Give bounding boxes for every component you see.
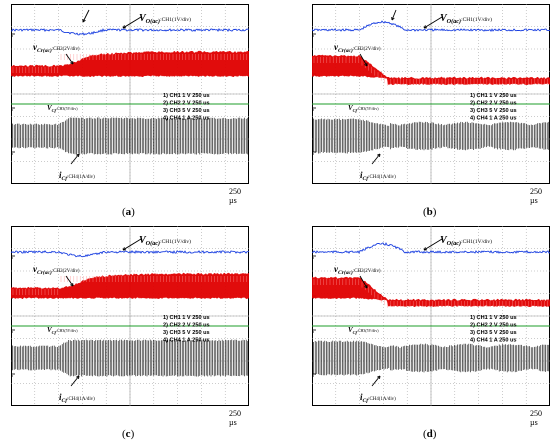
time-scale-label: 250 µs [530, 187, 542, 205]
ch1-label: VO(ac):CH1(1V/div) [139, 13, 191, 25]
time-scale-label: 250 µs [229, 187, 241, 205]
ground-marker-ch1 [312, 255, 316, 259]
ch2-trace [11, 50, 249, 78]
legend-line-3: 3) CH3 5 V 250 us [470, 108, 517, 114]
ground-marker-ch3 [11, 329, 15, 333]
scope-panel-c: 1) CH1 1 V 250 us 2) CH2 2 V 250 us 3) CH3… [11, 226, 249, 440]
ch1-trace [11, 249, 249, 258]
scope-panel-b: 1) CH1 1 V 250 us 2) CH2 2 V 250 us 3) CH3… [312, 4, 550, 218]
ch1-trace [11, 27, 249, 36]
subfigure-label: (d) [423, 428, 437, 440]
legend-line-1: 1) CH1 1 V 250 us [163, 315, 210, 321]
scope-panel-d: 1) CH1 1 V 250 us 2) CH2 2 V 250 us 3) CH3… [312, 226, 550, 440]
legend-line-3: 3) CH3 5 V 250 us [470, 330, 517, 336]
ch2-label: vCr(ac):CH2(2V/div) [33, 42, 80, 54]
legend-line-2: 2) CH2 2 V 250 us [163, 323, 210, 329]
ground-marker-ch3 [11, 107, 15, 111]
scope-panel-a: 1) CH1 1 V 250 us 2) CH2 2 V 250 us 3) CH3… [11, 4, 249, 218]
subfigure-label: (a) [122, 206, 135, 218]
scope-screen-d: 1) CH1 1 V 250 us 2) CH2 2 V 250 us3) CH3… [312, 226, 550, 406]
legend-line-1: 1) CH1 1 V 250 us [163, 93, 210, 99]
ch4-label: iCf:CH4(1A/div) [360, 170, 396, 182]
scope-screen-b: 1) CH1 1 V 250 us 2) CH2 2 V 250 us3) CH3… [312, 4, 550, 184]
ground-marker-ch1 [312, 33, 316, 37]
ch4-label: iCf:CH4(1A/div) [59, 392, 95, 404]
ground-marker-ch3 [312, 329, 316, 333]
ch3-label: VCf:CH3(5V/div) [348, 326, 379, 335]
ground-marker-ch4 [11, 373, 15, 377]
channel-legend: 1) CH1 1 V 250 us 2) CH2 2 V 250 us3) CH3… [470, 315, 517, 344]
ch4-trace [312, 340, 550, 376]
legend-line-2: 2) CH2 2 V 250 us [470, 323, 517, 329]
ch2-label: vCr(ac):CH2(2V/div) [334, 42, 381, 54]
subfigure-label: (c) [122, 428, 135, 440]
ground-marker-ch4 [11, 151, 15, 155]
ch4-label: iCf:CH4(1A/div) [59, 170, 95, 182]
scope-screen-c: 1) CH1 1 V 250 us 2) CH2 2 V 250 us3) CH3… [11, 226, 249, 406]
ground-marker-ch1 [11, 255, 15, 259]
legend-line-2: 2) CH2 2 V 250 us [163, 101, 210, 107]
legend-line-4: 4) CH4 1 A 250 us [163, 338, 210, 344]
legend-line-4: 4) CH4 1 A 250 us [163, 116, 210, 122]
legend-line-4: 4) CH4 1 A 250 us [470, 338, 517, 344]
time-scale-label: 250 µs [229, 409, 241, 427]
ch2-label: vCr(ac):CH2(2V/div) [334, 264, 381, 276]
annotation-arrows [65, 238, 142, 387]
ch1-trace [312, 20, 550, 32]
ch4-trace [312, 118, 550, 154]
ground-marker-ch4 [312, 151, 316, 155]
legend-line-1: 1) CH1 1 V 250 us [470, 315, 517, 321]
scope-screen-a: 1) CH1 1 V 250 us 2) CH2 2 V 250 us3) CH3… [11, 4, 249, 184]
ch4-trace [11, 117, 249, 155]
legend-line-2: 2) CH2 2 V 250 us [470, 101, 517, 107]
subfigure-label: (b) [423, 206, 437, 218]
ground-marker-ch1 [11, 33, 15, 37]
legend-line-1: 1) CH1 1 V 250 us [470, 93, 517, 99]
ch1-label: VO(ac):CH1(1V/div) [139, 235, 191, 247]
time-scale-label: 250 µs [530, 409, 542, 427]
ground-marker-ch4 [312, 373, 316, 377]
ground-marker-ch3 [312, 107, 316, 111]
ch1-trace [312, 242, 550, 254]
ch4-trace [11, 339, 249, 377]
legend-line-3: 3) CH3 5 V 250 us [163, 330, 210, 336]
legend-line-4: 4) CH4 1 A 250 us [470, 116, 517, 122]
ch4-label: iCf:CH4(1A/div) [360, 392, 396, 404]
ch2-label: vCr(ac):CH2(2V/div) [33, 264, 80, 276]
ch3-label: VCf:CH3(5V/div) [348, 104, 379, 113]
annotation-arrows [65, 9, 142, 165]
channel-legend: 1) CH1 1 V 250 us 2) CH2 2 V 250 us3) CH3… [163, 93, 210, 122]
ch3-label: VCf:CH3(5V/div) [47, 104, 78, 113]
channel-legend: 1) CH1 1 V 250 us 2) CH2 2 V 250 us3) CH3… [163, 315, 210, 344]
annotation-arrows [359, 238, 443, 387]
ch3-label: VCf:CH3(5V/div) [47, 326, 78, 335]
ch1-label: VO(ac):CH1(1V/div) [440, 235, 492, 247]
ch2-trace [11, 272, 249, 300]
annotation-arrows [359, 9, 443, 165]
ch1-label: VO(ac):CH1(1V/div) [440, 13, 492, 25]
channel-legend: 1) CH1 1 V 250 us 2) CH2 2 V 250 us3) CH3… [470, 93, 517, 122]
legend-line-3: 3) CH3 5 V 250 us [163, 108, 210, 114]
